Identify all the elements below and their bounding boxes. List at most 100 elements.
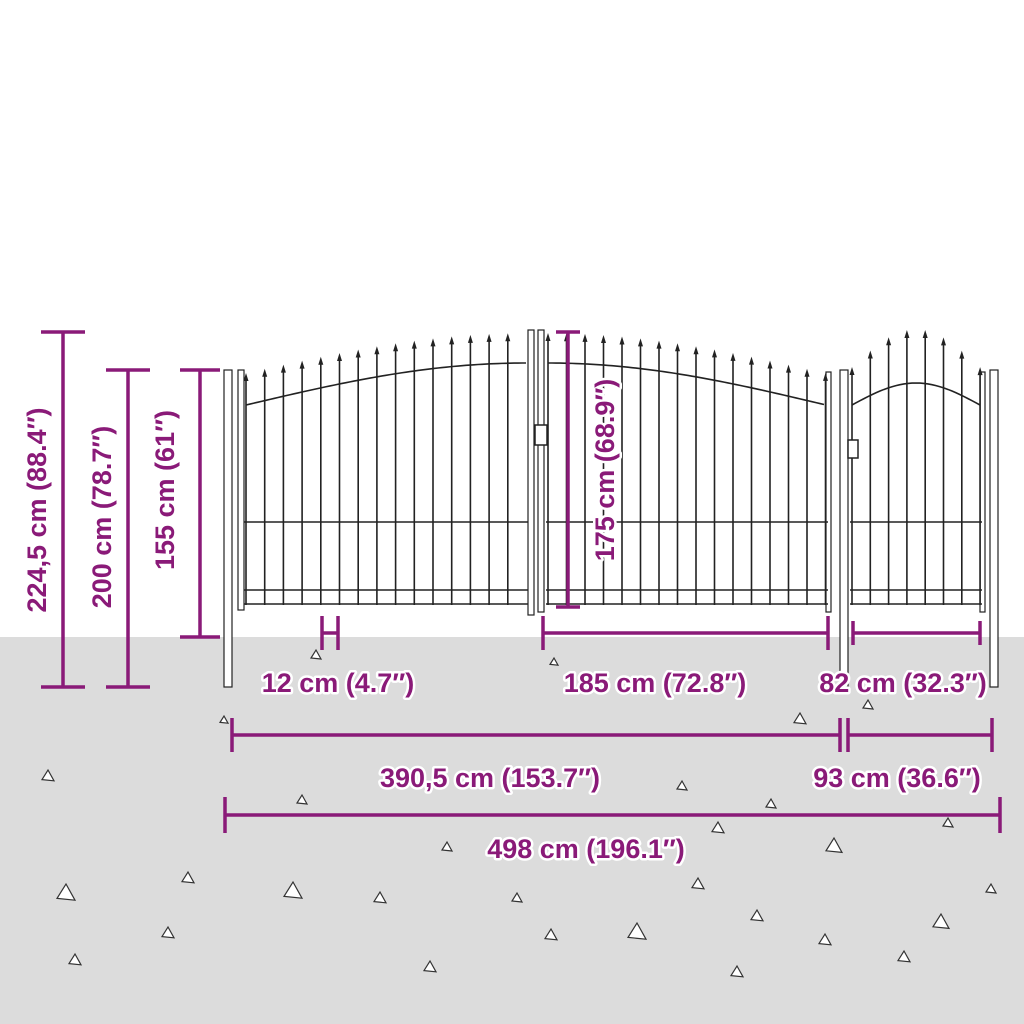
spike (675, 343, 680, 352)
spike (693, 346, 699, 355)
rock (749, 908, 765, 922)
spike (411, 340, 417, 349)
arch-rail (547, 362, 825, 406)
rock (218, 714, 230, 724)
rock (180, 870, 196, 884)
rock (896, 949, 912, 963)
spike (280, 364, 286, 373)
rock (160, 925, 176, 939)
spike (374, 346, 380, 355)
ground-rocks (40, 648, 998, 978)
gate-latch (534, 424, 548, 446)
rock (309, 648, 323, 660)
spike (318, 356, 324, 365)
horizontal-dimension (320, 616, 340, 650)
spike (749, 356, 754, 365)
vertical-dimension (41, 330, 85, 689)
rock (295, 793, 309, 805)
fence-post (527, 329, 535, 616)
rock (824, 836, 844, 854)
rock (710, 820, 726, 834)
spike (804, 368, 810, 377)
fence-post (839, 369, 849, 688)
label-double-section-width: 390,5 cm (153.7″) (380, 763, 600, 793)
rock (510, 891, 524, 903)
fence-post (537, 329, 545, 613)
spike (867, 350, 873, 359)
rock (792, 711, 808, 725)
spike (786, 364, 791, 373)
label-single-gate-width: 82 cm (32.3″) (819, 668, 987, 698)
rock (422, 959, 438, 973)
spike (638, 338, 643, 347)
rock (675, 779, 689, 791)
label-post-height: 200 cm (78.7″) (87, 426, 117, 609)
ground (0, 637, 1024, 1024)
label-double-gate-width: 185 cm (72.8″) (564, 668, 747, 698)
horizontal-dimension (230, 718, 842, 752)
spike (823, 372, 828, 381)
vertical-dimension (556, 330, 580, 609)
gate-latch (847, 439, 859, 459)
spike (393, 343, 399, 352)
label-panel-height: 155 cm (61″) (150, 410, 180, 570)
spike (977, 367, 983, 376)
horizontal-dimension (223, 797, 1002, 833)
rock (626, 921, 648, 940)
spike (730, 352, 736, 361)
dimension-lines (41, 330, 1002, 833)
spike (922, 329, 928, 338)
rock (40, 768, 56, 782)
spike (355, 349, 361, 358)
spike (299, 360, 305, 369)
label-gate-height: 175 cm (68.9″) (590, 379, 620, 562)
horizontal-dimension (846, 718, 994, 752)
spike (243, 373, 249, 381)
spike (941, 337, 946, 346)
rock (931, 912, 951, 930)
rock (984, 882, 998, 894)
arch-rail (245, 362, 527, 406)
spike (337, 352, 342, 361)
arch-rail (851, 382, 981, 406)
fence-post (989, 369, 999, 688)
spike (959, 350, 965, 359)
horizontal-dimension (541, 616, 830, 650)
spike (582, 333, 588, 342)
fence-post (237, 369, 245, 611)
fence-drawing (223, 329, 999, 688)
spike (904, 329, 910, 338)
rock (817, 932, 833, 946)
vertical-dimension (106, 368, 150, 689)
spike (886, 337, 892, 346)
spike (430, 338, 436, 347)
label-total-height: 224,5 cm (88.4″) (22, 407, 52, 612)
spike (545, 333, 551, 341)
rock (55, 882, 77, 901)
spike (486, 333, 492, 342)
rock (941, 816, 955, 828)
vertical-dimension (180, 368, 220, 639)
rock (548, 656, 560, 666)
spike (619, 336, 625, 345)
fence-post (825, 371, 832, 613)
spike (656, 340, 662, 349)
spike (505, 333, 511, 342)
rock (372, 890, 388, 904)
horizontal-dimension (851, 621, 982, 645)
spike (849, 367, 855, 375)
label-overall-width: 498 cm (196.1″) (487, 834, 685, 864)
fence-post (223, 369, 233, 688)
spike (601, 334, 606, 343)
rock (543, 927, 559, 941)
rock (861, 698, 875, 710)
spike (467, 334, 473, 343)
label-bar-spacing: 12 cm (4.7″) (262, 668, 415, 698)
rock (67, 952, 83, 966)
label-single-section-width: 93 cm (36.6″) (813, 763, 981, 793)
rock (764, 797, 778, 809)
spike (712, 349, 717, 358)
rock (690, 876, 706, 890)
